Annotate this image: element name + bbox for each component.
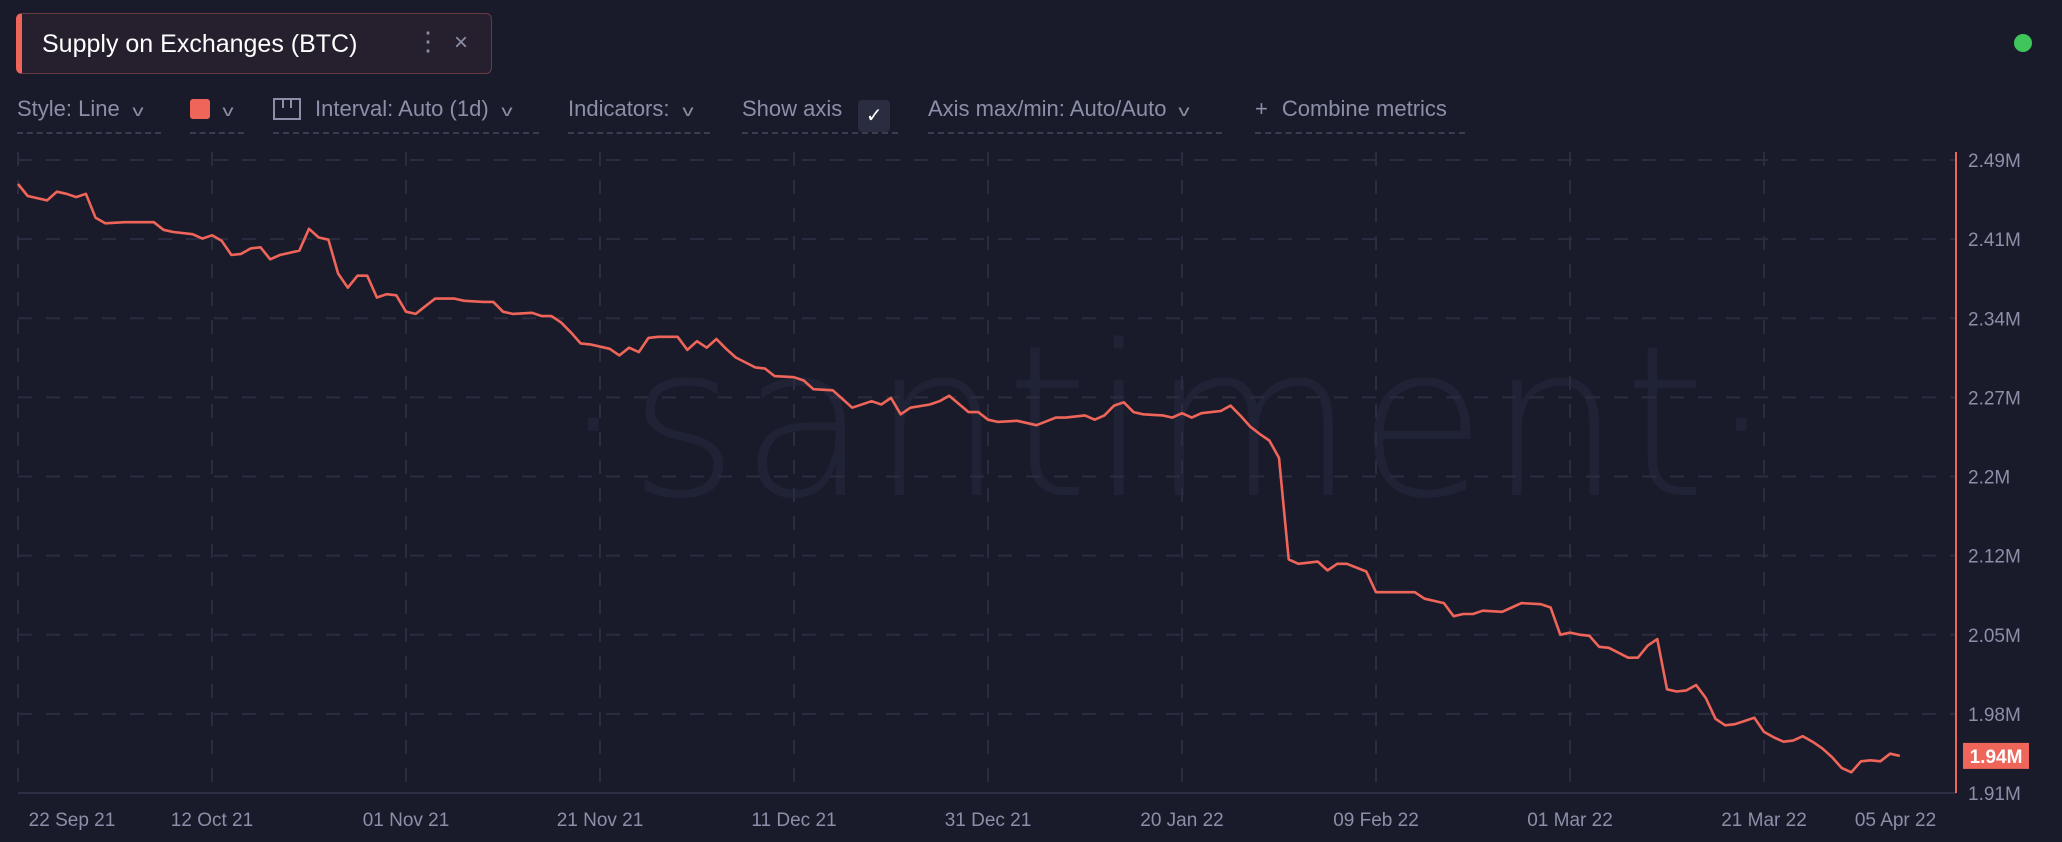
show-axis-checkbox[interactable]: ✓ [858, 100, 891, 132]
x-tick-label: 05 Apr 22 [1855, 810, 1936, 831]
x-tick-label: 31 Dec 21 [945, 810, 1032, 831]
chevron-down-icon: v [1178, 103, 1191, 120]
combine-metrics-button[interactable]: + Combine metrics [1255, 96, 1465, 134]
x-tick-label: 09 Feb 22 [1333, 810, 1419, 831]
y-tick-label: 2.49M [1968, 151, 2021, 172]
close-icon[interactable]: × [454, 29, 469, 56]
style-dropdown[interactable]: Style: Line v [17, 96, 161, 134]
y-tick-label: 2.2M [1968, 468, 2010, 489]
x-tick-label: 21 Nov 21 [557, 810, 644, 831]
y-tick-label: 2.34M [1968, 309, 2021, 330]
style-label: Style: Line [17, 96, 120, 121]
x-tick-label: 20 Jan 22 [1140, 810, 1223, 831]
status-indicator [2014, 34, 2032, 52]
x-tick-label: 11 Dec 21 [751, 810, 836, 831]
chevron-down-icon: v [222, 103, 234, 120]
y-tick-label: 2.27M [1968, 388, 2021, 409]
x-tick-label: 01 Mar 22 [1527, 810, 1613, 831]
axis-maxmin-label: Axis max/min: Auto/Auto [928, 96, 1167, 121]
y-tick-label: 1.91M [1968, 784, 2021, 805]
y-tick-label: 2.12M [1968, 547, 2021, 568]
color-picker[interactable]: v [190, 96, 244, 134]
metric-card[interactable]: Supply on Exchanges (BTC) ⋮ × [16, 13, 492, 74]
axis-maxmin-dropdown[interactable]: Axis max/min: Auto/Auto v [928, 96, 1222, 134]
x-tick-label: 12 Oct 21 [171, 810, 253, 831]
indicators-label: Indicators: [568, 96, 670, 121]
y-tick-label: 1.98M [1968, 705, 2021, 726]
interval-label: Interval: Auto (1d) [315, 96, 489, 121]
interval-icon [273, 98, 301, 120]
x-tick-label: 22 Sep 21 [29, 810, 116, 831]
indicators-dropdown[interactable]: Indicators: v [568, 96, 710, 134]
x-tick-label: 21 Mar 22 [1721, 810, 1807, 831]
y-tick-label: 2.05M [1968, 626, 2021, 647]
last-value-badge [1963, 742, 2029, 769]
combine-metrics-label: Combine metrics [1281, 96, 1447, 121]
chevron-down-icon: v [132, 103, 144, 120]
color-swatch [190, 99, 210, 119]
show-axis-label: Show axis [742, 96, 843, 121]
chevron-down-icon: v [681, 103, 694, 120]
show-axis-toggle[interactable]: Show axis ✓ [742, 90, 898, 134]
plus-icon: + [1255, 96, 1268, 121]
y-tick-label: 2.41M [1968, 230, 2021, 251]
metric-title: Supply on Exchanges (BTC) [42, 30, 358, 58]
x-tick-label: 01 Nov 21 [363, 810, 450, 831]
interval-dropdown[interactable]: Interval: Auto (1d) v [273, 96, 539, 134]
series-line [16, 183, 1901, 774]
chevron-down-icon: v [501, 103, 513, 120]
vertical-dots-icon[interactable]: ⋮ [415, 26, 441, 56]
last-value-label: 1.94M [1970, 747, 2023, 768]
